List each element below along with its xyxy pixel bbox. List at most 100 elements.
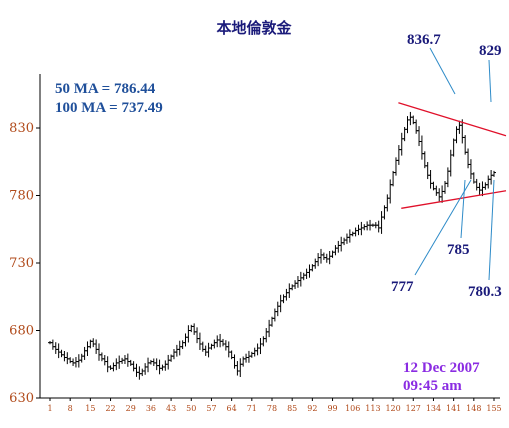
ohlc-bar — [157, 359, 162, 375]
ohlc-bar — [339, 236, 344, 252]
ohlc-bar — [290, 284, 295, 291]
ohlc-bar — [281, 294, 286, 304]
ohlc-bar — [99, 352, 104, 362]
x-tick-label: 99 — [327, 404, 337, 413]
trendlines — [398, 102, 507, 209]
ohlc-bar — [310, 264, 315, 272]
ohlc-bar — [62, 350, 67, 362]
ohlc-bar — [298, 271, 303, 287]
ohlc-bar — [301, 272, 306, 281]
ohlc-bar — [223, 340, 228, 351]
x-tick-label: 36 — [146, 404, 156, 413]
ohlc-bar — [396, 145, 401, 165]
ohlc-bar — [278, 294, 283, 313]
ohlc-bar — [272, 308, 277, 322]
ohlc-bar — [376, 220, 381, 233]
ohlc-bar — [235, 361, 240, 376]
y-tick-label: 830 — [9, 121, 34, 136]
annotation-777: 777 — [391, 279, 414, 295]
ohlc-bar — [154, 358, 159, 371]
ohlc-bar — [76, 354, 81, 368]
ohlc-bar — [353, 227, 358, 237]
ohlc-bar — [68, 357, 73, 364]
ohlc-bar — [330, 250, 335, 258]
annotation-829: 829 — [479, 43, 502, 59]
annotation-leader-line — [488, 59, 492, 103]
timestamp-date: 12 Dec 2007 — [403, 360, 480, 376]
ohlc-bar — [258, 338, 263, 355]
ohlc-bar — [249, 351, 254, 358]
ohlc-bar — [388, 179, 393, 204]
ohlc-bar — [102, 355, 107, 366]
ohlc-bar — [468, 159, 473, 180]
ohlc-bar — [440, 185, 445, 203]
y-tick-label: 780 — [9, 189, 34, 204]
x-tick-label: 120 — [385, 404, 400, 413]
ohlc-bar — [180, 340, 185, 350]
ohlc-bar — [192, 323, 197, 335]
ohlc-bar — [160, 364, 165, 371]
ohlc-bar — [146, 357, 151, 373]
ohlc-bar — [428, 169, 433, 189]
annotation-leader-line — [414, 179, 472, 276]
ohlc-bar — [295, 276, 300, 288]
ohlc-bar — [203, 345, 208, 356]
price-bars — [48, 111, 496, 380]
ohlc-bar — [365, 221, 370, 231]
ohlc-bar — [171, 349, 176, 360]
ohlc-bar — [71, 358, 76, 366]
x-tick-label: 1 — [47, 404, 52, 413]
y-tick-label: 680 — [9, 324, 34, 339]
ohlc-bar — [163, 360, 168, 371]
x-tick-label: 64 — [227, 404, 237, 413]
ohlc-bar — [437, 188, 442, 202]
x-tick-label: 106 — [345, 404, 360, 413]
ohlc-bar — [105, 356, 110, 373]
ohlc-bar — [319, 248, 324, 264]
ohlc-bar — [183, 333, 188, 347]
annotation-785: 785 — [447, 242, 470, 258]
x-tick-label: 113 — [365, 404, 380, 413]
ohlc-bar — [206, 342, 211, 358]
ohlc-bar — [131, 361, 136, 372]
chart-title: 本地倫敦金 — [216, 19, 292, 37]
ohlc-bar — [261, 336, 266, 347]
x-tick-label: 78 — [267, 404, 277, 413]
ohlc-bar — [174, 344, 179, 357]
ohlc-bar — [489, 169, 494, 185]
ohlc-bar — [419, 135, 424, 160]
x-ticks: 1 8 15 22 29 36 43 50 57 64 71 78 85 92 99 106 113 120 127… — [47, 398, 502, 413]
timestamp-time: 09:45 am — [403, 378, 462, 394]
ohlc-bar — [169, 354, 174, 362]
ohlc-bar — [137, 366, 142, 380]
ohlc-bar — [134, 363, 139, 377]
y-ticks: 630 680 730 780 830 — [9, 121, 40, 406]
x-tick-label: 127 — [406, 404, 421, 413]
ohlc-bar — [212, 339, 217, 349]
ohlc-bar — [117, 355, 122, 369]
ohlc-bar — [195, 327, 200, 344]
ohlc-bar — [85, 341, 90, 357]
ohlc-bar — [50, 339, 55, 350]
ohlc-bar — [304, 268, 309, 279]
ma50-label: 50 MA = 786.44 — [55, 81, 156, 97]
ohlc-bar — [94, 339, 99, 354]
ohlc-bar — [284, 288, 289, 301]
x-tick-label: 29 — [126, 404, 136, 413]
ohlc-bar — [255, 343, 260, 356]
ohlc-bar — [140, 368, 145, 377]
ohlc-bar — [122, 355, 127, 365]
ohlc-bar — [128, 359, 133, 366]
ohlc-bar — [120, 357, 125, 364]
ohlc-bar — [218, 333, 223, 348]
ohlc-bar — [313, 258, 318, 269]
ohlc-bar — [197, 332, 202, 350]
ohlc-bar — [457, 120, 462, 134]
x-tick-label: 155 — [486, 404, 501, 413]
ohlc-bar — [391, 170, 396, 187]
y-tick-label: 730 — [9, 256, 34, 271]
ohlc-bar — [307, 264, 312, 278]
ohlc-bar — [445, 167, 450, 188]
trendline-support — [401, 190, 507, 209]
